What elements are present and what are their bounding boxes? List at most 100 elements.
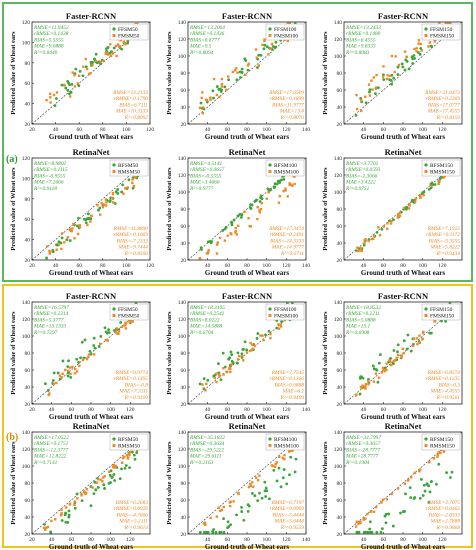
data-point-FMSM50	[117, 44, 120, 47]
data-point-RFSM150	[366, 530, 370, 534]
data-point-FMSM100	[220, 77, 224, 81]
data-point-FMSM50	[47, 393, 50, 397]
y-tick-label: 60	[25, 81, 31, 87]
x-tick-label: 80	[244, 537, 250, 543]
stat-green: RMSE=13.2433	[345, 25, 381, 31]
stat-orange: BIAS=-0.8	[125, 382, 149, 388]
data-point-FMSM50	[104, 52, 107, 55]
data-point-FFSM50	[81, 74, 85, 78]
stat-green: RMSE=8.9802	[33, 161, 67, 167]
x-tick-label: 120	[282, 127, 291, 133]
data-point-FFSM100	[239, 76, 242, 79]
stat-green: BIAS=8.0222	[190, 317, 220, 323]
data-point-FMSM50	[129, 319, 133, 322]
data-point-FMSM50	[106, 53, 110, 56]
data-point-FFSM50	[104, 330, 108, 334]
stat-green: BIAS=-29.5222	[190, 447, 224, 453]
data-point-RMSM100	[256, 217, 259, 221]
y-tick-label: 40	[181, 105, 187, 111]
x-tick-label: 140	[302, 263, 311, 269]
data-point-FFSM100	[221, 351, 225, 355]
data-point-FMSM150	[412, 344, 415, 348]
data-point-FMSM100	[269, 336, 272, 340]
section-b-frame	[2, 284, 473, 548]
data-point-FMSM50	[49, 96, 52, 99]
section-b-label: (b)	[6, 432, 19, 443]
data-point-RMSM100	[249, 482, 252, 486]
y-tick-label: 140	[178, 300, 187, 306]
data-point-RFSM100	[264, 495, 268, 498]
data-point-FFSM100	[217, 362, 220, 366]
data-point-RFSM100	[240, 216, 243, 219]
data-point-FFSM150	[376, 86, 380, 90]
data-point-FFSM150	[404, 58, 408, 62]
data-point-RFSM50	[64, 520, 68, 524]
stat-orange: R²=0.9868	[436, 525, 461, 531]
data-point-FMSM100	[200, 96, 203, 100]
data-point-RMSM100	[275, 461, 279, 464]
legend-box	[265, 23, 305, 41]
y-tick-label: 80	[337, 71, 343, 77]
stat-green: BIAS=-12.3777	[34, 447, 68, 453]
y-tick-label: 120	[22, 447, 31, 453]
data-point-RMSM50	[76, 232, 80, 236]
data-point-FMSM100	[222, 367, 225, 370]
data-point-RFSM100	[221, 229, 225, 232]
x-tick-label: 100	[419, 127, 428, 133]
data-point-FMSM150	[417, 39, 421, 42]
x-tick-label: 60	[381, 263, 387, 269]
data-point-RMSM150	[356, 249, 360, 253]
data-point-RFSM100	[235, 513, 238, 517]
data-point-RMSM150	[413, 471, 417, 474]
plot-area	[31, 157, 151, 261]
y-tick-label: 40	[181, 385, 187, 391]
data-point-RMSM50	[104, 204, 108, 207]
stat-green: BIAS=6.6777	[190, 37, 220, 43]
data-point-FFSM150	[371, 364, 375, 368]
stat-orange: rRMSE=0.1669	[114, 232, 149, 238]
stat-green: RMSE=34.7997	[345, 435, 381, 441]
data-point-FFSM150	[396, 73, 400, 76]
data-point-RFSM50	[75, 224, 79, 228]
x-tick-label: 80	[88, 407, 94, 413]
data-point-RFSM150	[427, 500, 431, 504]
panel-title: Faster-RCNN	[222, 291, 273, 301]
legend-box	[109, 159, 149, 177]
stat-orange: MAE=13.4	[279, 109, 304, 115]
data-point-RFSM100	[250, 203, 254, 207]
data-point-FMSM150	[367, 379, 370, 383]
data-point-RMSM100	[237, 491, 240, 495]
data-point-FFSM100	[273, 46, 277, 49]
data-point-RMSM50	[101, 480, 104, 483]
data-point-FMSM150	[386, 74, 389, 77]
data-point-RMSM50	[55, 248, 58, 251]
data-point-FFSM150	[375, 368, 379, 372]
data-point-FMSM50	[68, 95, 72, 98]
y-axis-label: Predicted value of Wheat ears	[10, 441, 17, 525]
data-point-FMSM100	[259, 334, 262, 337]
scatter-panel-a2: Faster-RCNN 40 60 80 100 120 140 20 40 60 80 100 120…	[166, 11, 310, 141]
x-tick-label: 100	[263, 407, 272, 413]
stat-orange: R²=0.6711	[280, 251, 304, 257]
data-point-RMSM100	[207, 248, 210, 252]
stat-orange: RMSE=17.3474	[268, 226, 304, 232]
y-tick-label: 60	[337, 368, 343, 374]
data-point-RFSM100	[289, 455, 293, 459]
data-point-RMSM50	[68, 503, 71, 506]
data-point-FFSM50	[67, 371, 70, 375]
x-tick-label: 60	[225, 127, 231, 133]
data-point-FMSM100	[261, 43, 264, 47]
stat-orange: R²=0.9614	[124, 525, 149, 531]
data-point-FMSM100	[236, 71, 239, 74]
data-point-RFSM100	[232, 218, 236, 222]
data-point-RFSM100	[273, 182, 277, 186]
data-point-RMSM50	[126, 186, 129, 189]
data-point-FFSM100	[245, 348, 249, 352]
data-point-RFSM150	[421, 191, 425, 194]
data-point-FMSM100	[236, 358, 240, 361]
data-point-RMSM50	[59, 513, 63, 517]
data-point-FFSM150	[411, 57, 415, 61]
data-point-RFSM150	[445, 471, 449, 475]
data-point-RFSM150	[413, 496, 417, 499]
x-tick-label: 80	[88, 537, 94, 543]
